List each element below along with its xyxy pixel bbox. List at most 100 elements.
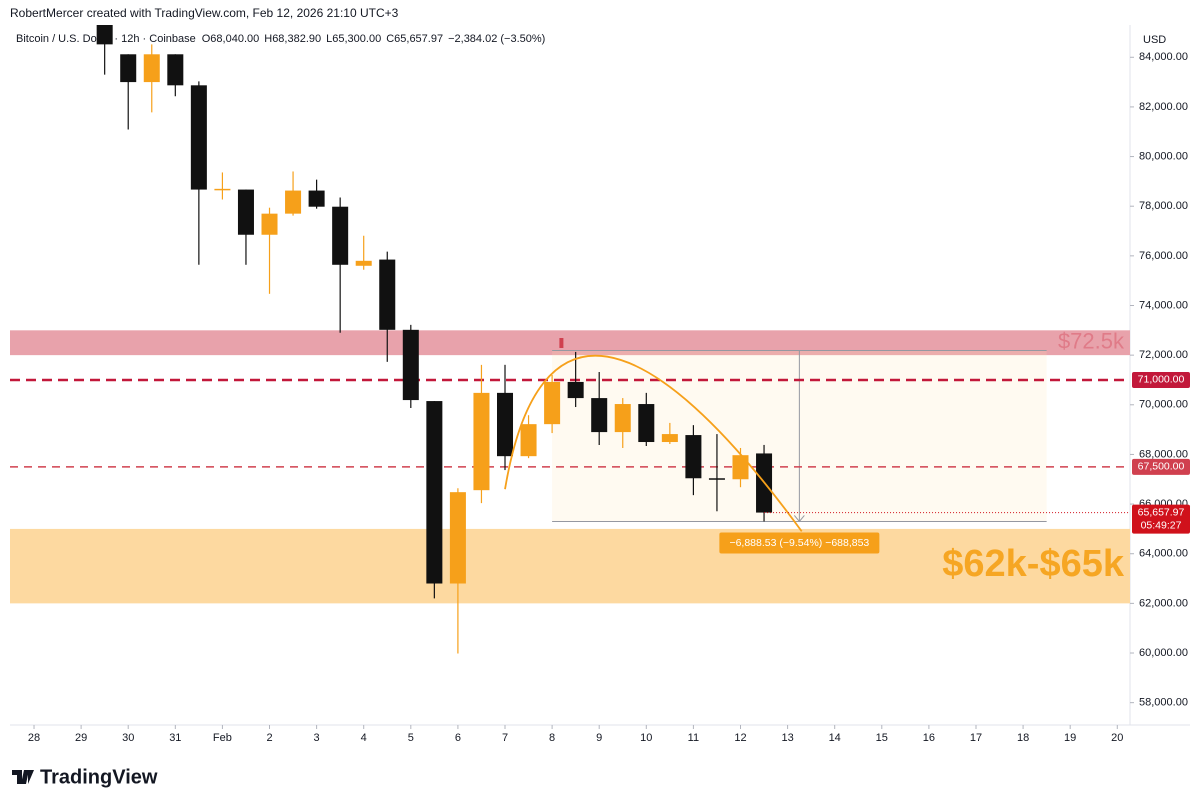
candle-body: [591, 398, 608, 433]
candle-body: [332, 206, 349, 265]
zone-label: $72.5k: [1058, 329, 1125, 354]
last-price-label: 65,657.97: [1138, 506, 1185, 518]
candle-body: [732, 455, 749, 480]
candle: [520, 415, 537, 459]
logo: TradingView: [12, 766, 158, 788]
x-tick-label: 31: [169, 732, 181, 744]
candle: [308, 179, 325, 209]
x-tick-label: 12: [734, 732, 746, 744]
candle: [426, 401, 443, 599]
x-tick-label: 9: [596, 732, 602, 744]
x-tick-label: Feb: [213, 732, 232, 744]
y-tick-label: 70,000.00: [1139, 399, 1188, 411]
candle: [214, 172, 231, 200]
measure-label-box: [719, 532, 880, 554]
candle-body: [638, 404, 655, 443]
level-tag-label: 67,500.00: [1138, 461, 1185, 473]
candle-body: [237, 189, 254, 235]
candle: [96, 25, 113, 75]
candle-body: [355, 260, 372, 266]
x-tick-label: 11: [688, 732, 699, 744]
candle: [708, 434, 725, 512]
candle-body: [379, 259, 396, 330]
y-tick-label: 64,000.00: [1139, 548, 1188, 560]
y-tick-label: 74,000.00: [1139, 299, 1188, 311]
candle-body: [449, 492, 466, 584]
candle: [285, 171, 302, 216]
x-tick-label: 17: [970, 732, 982, 744]
x-tick-label: 10: [640, 732, 652, 744]
brand: TradingView: [40, 766, 158, 788]
x-tick-label: 14: [829, 732, 841, 744]
currency: USD: [1143, 34, 1166, 46]
x-tick-label: 19: [1064, 732, 1076, 744]
x-tick-label: 5: [408, 732, 414, 744]
candle-body: [685, 435, 702, 479]
candle: [685, 425, 702, 496]
candle-body: [96, 25, 113, 45]
x-tick-label: 8: [549, 732, 555, 744]
x-tick-label: 2: [266, 732, 272, 744]
candle-body: [661, 434, 678, 443]
candle: [379, 251, 396, 362]
level-tag: [1132, 371, 1190, 388]
candle-body: [567, 381, 584, 399]
candle: [614, 398, 631, 448]
ohlc-value: C65,657.97: [386, 33, 443, 45]
candle-body: [614, 404, 631, 433]
candle: [120, 54, 137, 130]
y-tick-label: 82,000.00: [1139, 101, 1188, 113]
candle: [167, 54, 184, 97]
countdown: 05:49:27: [1141, 519, 1182, 531]
candle: [449, 488, 466, 654]
candle-body: [473, 392, 490, 491]
y-tick-label: 72,000.00: [1139, 349, 1188, 361]
y-tick-label: 76,000.00: [1139, 250, 1188, 262]
candle: [402, 324, 419, 409]
candle: [473, 364, 490, 504]
y-tick-label: 62,000.00: [1139, 597, 1188, 609]
x-tick-label: 29: [75, 732, 87, 744]
candle: [591, 372, 608, 445]
candle-body: [496, 392, 514, 457]
level-tag: [1132, 458, 1190, 475]
level-tag-label: 71,000.00: [1138, 374, 1185, 386]
y-tick-label: 58,000.00: [1139, 697, 1188, 709]
x-tick-label: 16: [923, 732, 935, 744]
ohlc-value: H68,382.90: [264, 33, 321, 45]
x-tick-label: 15: [876, 732, 888, 744]
y-tick-label: 84,000.00: [1139, 51, 1188, 63]
measure-label: −6,888.53 (−9.54%) −688,853: [729, 537, 869, 549]
candle: [332, 197, 349, 333]
candle-body: [426, 401, 443, 584]
candle-body: [285, 190, 302, 214]
candle: [190, 81, 207, 265]
candle: [261, 207, 278, 294]
x-tick-label: 18: [1017, 732, 1029, 744]
ohlc-value: L65,300.00: [326, 33, 381, 45]
arrow-head: [793, 515, 805, 523]
x-tick-label: 13: [781, 732, 793, 744]
candle-body: [402, 329, 419, 401]
candle: [237, 189, 254, 265]
arc-annotation: [504, 354, 803, 532]
x-tick-label: 6: [455, 732, 461, 744]
candle: [544, 375, 561, 434]
candle: [496, 364, 514, 471]
candle-body: [708, 478, 725, 480]
candle-body: [167, 54, 184, 86]
candle: [355, 235, 372, 270]
candle-body: [308, 190, 325, 207]
candle-body: [120, 54, 137, 83]
zone-label: $62k-$65k: [942, 543, 1125, 585]
candle: [143, 44, 160, 113]
y-tick-label: 78,000.00: [1139, 200, 1188, 212]
x-tick-label: 28: [28, 732, 40, 744]
candle-body: [520, 424, 537, 457]
zone: [10, 330, 1130, 356]
ohlc-value: −2,384.02 (−3.50%): [448, 33, 545, 45]
x-tick-label: 30: [122, 732, 134, 744]
zone: [10, 528, 1130, 604]
